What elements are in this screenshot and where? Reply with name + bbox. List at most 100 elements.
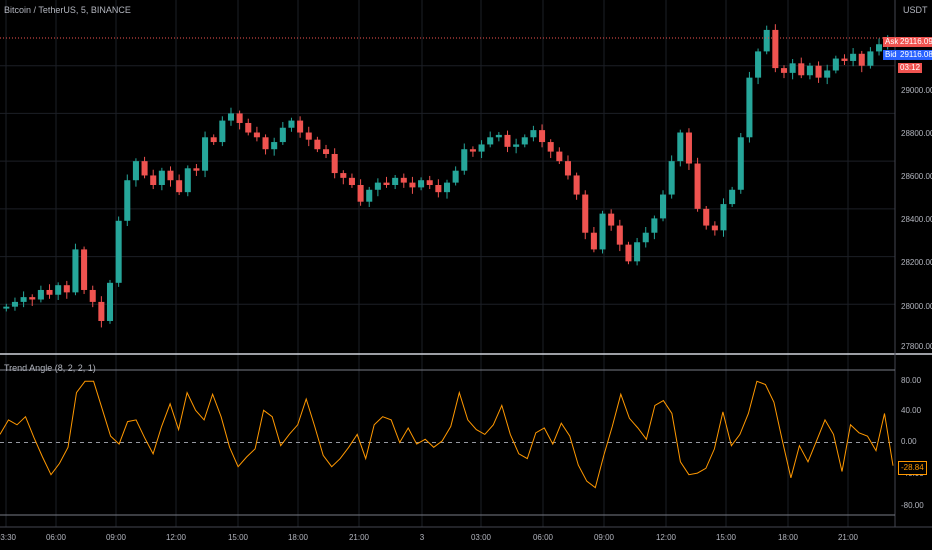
time-tick: 21:00 xyxy=(837,533,859,542)
countdown-badge: 03:12 xyxy=(898,63,923,73)
symbol-title[interactable]: Bitcoin / TetherUS, 5, BINANCE xyxy=(4,5,131,15)
candle-body xyxy=(677,132,684,162)
time-tick: 06:00 xyxy=(532,533,554,542)
indicator-tick: 0.00 xyxy=(901,437,917,446)
candle-body xyxy=(530,130,537,138)
indicator-tick: 40.00 xyxy=(901,406,922,415)
candle-body xyxy=(202,137,209,171)
candle-body xyxy=(11,301,18,307)
candle-body xyxy=(564,161,571,176)
candle-body xyxy=(210,137,217,143)
time-tick: 09:00 xyxy=(105,533,127,542)
candle-body xyxy=(271,142,278,150)
candle-body xyxy=(409,182,416,188)
candle-body xyxy=(841,58,848,61)
candle-body xyxy=(582,194,589,233)
bid-value: 29116.08 xyxy=(898,50,932,60)
candle-body xyxy=(694,163,701,209)
candle-body xyxy=(193,168,200,171)
candle-body xyxy=(81,249,88,290)
candle-body xyxy=(262,137,269,150)
candle-body xyxy=(703,208,710,226)
candle-body xyxy=(625,244,632,262)
candle-body xyxy=(478,144,485,152)
time-tick: 03:30 xyxy=(0,533,17,542)
candle-body xyxy=(539,130,546,143)
candle-body xyxy=(556,151,563,162)
candle-body xyxy=(737,137,744,190)
candle-body xyxy=(495,134,502,138)
candle-body xyxy=(746,77,753,138)
price-tick: 28600.00 xyxy=(901,172,932,181)
candle-body xyxy=(357,185,364,202)
candle-body xyxy=(711,225,718,231)
candle-body xyxy=(55,285,62,295)
bid-label: Bid xyxy=(883,50,899,60)
candle-body xyxy=(37,289,44,300)
candle-body xyxy=(824,70,831,78)
candle-body xyxy=(452,170,459,183)
indicator-value-badge: -28.84 xyxy=(898,461,927,475)
candle-body xyxy=(98,301,105,321)
candle-body xyxy=(253,132,260,138)
time-tick: 06:00 xyxy=(45,533,67,542)
price-tick: 28400.00 xyxy=(901,215,932,224)
time-tick: 12:00 xyxy=(655,533,677,542)
candle-body xyxy=(132,161,139,181)
candle-body xyxy=(340,173,347,178)
ask-value: 29116.09 xyxy=(898,37,932,47)
candle-body xyxy=(634,242,641,262)
ask-label: Ask xyxy=(883,37,901,47)
indicator-title[interactable]: Trend Angle (8, 2, 2, 1) xyxy=(4,363,96,373)
time-tick: 18:00 xyxy=(287,533,309,542)
time-tick: 09:00 xyxy=(593,533,615,542)
candle-body xyxy=(29,297,36,300)
candle-body xyxy=(106,282,114,321)
candle-body xyxy=(297,120,304,133)
candle-body xyxy=(616,225,623,245)
candle-body xyxy=(158,170,165,185)
candle-body xyxy=(608,213,615,226)
candle-body xyxy=(772,29,779,69)
time-tick: 03:00 xyxy=(470,533,492,542)
candle-body xyxy=(858,53,865,66)
candle-body xyxy=(426,180,433,185)
candle-body xyxy=(789,63,796,73)
candle-body xyxy=(141,161,148,176)
indicator-plot xyxy=(0,369,895,516)
indicator-tick: 80.00 xyxy=(901,376,922,385)
candle-body xyxy=(513,144,520,147)
candle-body xyxy=(236,113,243,123)
candle-body xyxy=(504,134,511,147)
candle-body xyxy=(288,120,295,128)
candle-body xyxy=(63,285,70,293)
candle-body xyxy=(331,153,338,174)
candle-body xyxy=(780,68,788,73)
candle-body xyxy=(521,137,528,145)
currency-label: USDT xyxy=(903,5,928,15)
candle-body xyxy=(392,177,399,185)
candle-body xyxy=(3,306,10,309)
candle-body xyxy=(348,177,355,185)
candle-body xyxy=(806,65,813,76)
candle-body xyxy=(599,213,606,250)
candle-body xyxy=(720,204,727,231)
price-tick: 28200.00 xyxy=(901,258,932,267)
candle-body xyxy=(176,180,183,193)
candle-body xyxy=(573,175,580,195)
candle-body xyxy=(184,168,191,193)
candle-body xyxy=(547,142,554,152)
candle-body xyxy=(46,289,53,295)
candle-body xyxy=(245,122,252,133)
candle-body xyxy=(124,180,131,221)
price-tick: 27800.00 xyxy=(901,342,932,351)
candle-body xyxy=(435,185,442,193)
time-tick: 3 xyxy=(419,533,425,542)
time-tick: 21:00 xyxy=(348,533,370,542)
candle-body xyxy=(668,161,675,195)
price-tick: 28800.00 xyxy=(901,129,932,138)
candle-body xyxy=(590,232,597,250)
candle-body xyxy=(227,113,235,121)
